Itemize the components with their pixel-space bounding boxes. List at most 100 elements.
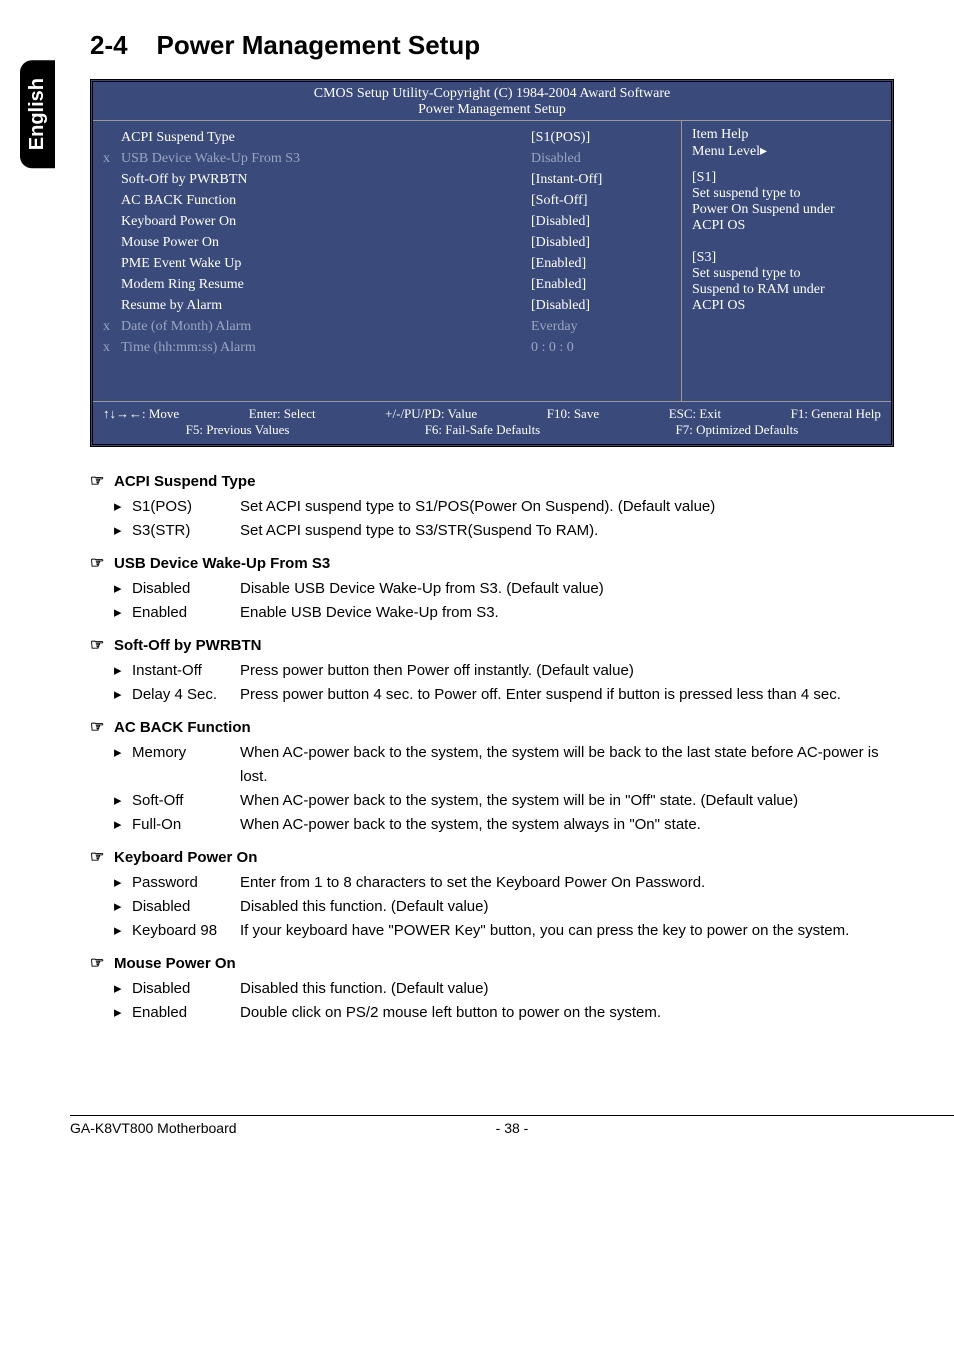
help-line: ACPI OS: [692, 218, 881, 234]
arrow-icon: ▸: [114, 895, 132, 919]
definition-desc: Double click on PS/2 mouse left button t…: [240, 1001, 894, 1025]
setting-value: [Disabled]: [531, 295, 671, 316]
definition-key: Enabled: [132, 601, 240, 625]
row-marker: [103, 295, 121, 316]
setting-value: [S1(POS)]: [531, 127, 671, 148]
row-marker: [103, 211, 121, 232]
definition-key: Soft-Off: [132, 789, 240, 813]
definition-item: ▸EnabledDouble click on PS/2 mouse left …: [114, 1001, 894, 1025]
setting-label: Time (hh:mm:ss) Alarm: [121, 337, 531, 358]
hand-icon: ☞: [90, 635, 114, 655]
definition-heading-text: USB Device Wake-Up From S3: [114, 555, 330, 572]
footer-hint: F10: Save: [547, 406, 599, 422]
bios-setting-row: Keyboard Power On[Disabled]: [103, 211, 671, 232]
definition-item: ▸Delay 4 Sec.Press power button 4 sec. t…: [114, 683, 894, 707]
arrow-icon: ▸: [114, 919, 132, 943]
setting-label: AC BACK Function: [121, 190, 531, 211]
arrow-icon: ▸: [114, 601, 132, 625]
row-marker: [103, 232, 121, 253]
definition-heading: ☞Keyboard Power On: [90, 847, 894, 867]
arrow-icon: ▸: [114, 813, 132, 837]
definition-desc: Set ACPI suspend type to S1/POS(Power On…: [240, 495, 894, 519]
help-line: Set suspend type to: [692, 186, 881, 202]
definition-desc: Disable USB Device Wake-Up from S3. (Def…: [240, 577, 894, 601]
footer-page-number: - 38 -: [365, 1120, 660, 1136]
setting-value: [Instant-Off]: [531, 169, 671, 190]
setting-label: PME Event Wake Up: [121, 253, 531, 274]
definition-heading: ☞Mouse Power On: [90, 953, 894, 973]
definition-item: ▸S3(STR)Set ACPI suspend type to S3/STR(…: [114, 519, 894, 543]
setting-label: USB Device Wake-Up From S3: [121, 148, 531, 169]
definition-desc: Press power button 4 sec. to Power off. …: [240, 683, 894, 707]
footer-hint: ↑↓→←: Move: [103, 406, 179, 422]
definition-desc: Press power button then Power off instan…: [240, 659, 894, 683]
bios-help-panel: Item Help Menu Level▸ [S1]Set suspend ty…: [681, 121, 891, 401]
setting-label: Modem Ring Resume: [121, 274, 531, 295]
help-line: [692, 234, 881, 250]
definition-desc: Set ACPI suspend type to S3/STR(Suspend …: [240, 519, 894, 543]
definition-item: ▸EnabledEnable USB Device Wake-Up from S…: [114, 601, 894, 625]
definition-item: ▸S1(POS)Set ACPI suspend type to S1/POS(…: [114, 495, 894, 519]
definition-item: ▸Instant-OffPress power button then Powe…: [114, 659, 894, 683]
definition-item: ▸MemoryWhen AC-power back to the system,…: [114, 741, 894, 789]
hand-icon: ☞: [90, 471, 114, 491]
definition-desc: When AC-power back to the system, the sy…: [240, 741, 894, 789]
footer-hint: +/-/PU/PD: Value: [385, 406, 477, 422]
definition-item: ▸DisabledDisable USB Device Wake-Up from…: [114, 577, 894, 601]
arrow-icon: ▸: [114, 977, 132, 1001]
section-heading: Power Management Setup: [156, 30, 480, 60]
help-line: [S1]: [692, 170, 881, 186]
bios-setting-row: PME Event Wake Up[Enabled]: [103, 253, 671, 274]
bios-setup-box: CMOS Setup Utility-Copyright (C) 1984-20…: [90, 79, 894, 447]
bios-setting-row: ACPI Suspend Type[S1(POS)]: [103, 127, 671, 148]
definition-key: Disabled: [132, 977, 240, 1001]
definition-key: Delay 4 Sec.: [132, 683, 240, 707]
definition-key: Memory: [132, 741, 240, 789]
definitions-list: ☞ACPI Suspend Type▸S1(POS)Set ACPI suspe…: [90, 471, 894, 1025]
arrow-icon: ▸: [114, 683, 132, 707]
definition-heading: ☞ACPI Suspend Type: [90, 471, 894, 491]
help-title: Item Help: [692, 127, 881, 143]
bios-setting-row: Soft-Off by PWRBTN[Instant-Off]: [103, 169, 671, 190]
row-marker: x: [103, 148, 121, 169]
footer-hint: F1: General Help: [791, 406, 881, 422]
setting-value: [Enabled]: [531, 253, 671, 274]
arrow-icon: ▸: [114, 495, 132, 519]
setting-label: Date (of Month) Alarm: [121, 316, 531, 337]
setting-value: Everday: [531, 316, 671, 337]
row-marker: [103, 127, 121, 148]
definition-key: Instant-Off: [132, 659, 240, 683]
definition-key: Enabled: [132, 1001, 240, 1025]
row-marker: x: [103, 337, 121, 358]
definition-key: Keyboard 98: [132, 919, 240, 943]
footer-hint: F5: Previous Values: [186, 422, 290, 438]
footer-hint: F7: Optimized Defaults: [676, 422, 799, 438]
definition-desc: Enter from 1 to 8 characters to set the …: [240, 871, 894, 895]
footer-hint: Enter: Select: [249, 406, 316, 422]
definition-heading: ☞Soft-Off by PWRBTN: [90, 635, 894, 655]
arrow-icon: ▸: [114, 789, 132, 813]
definition-key: Disabled: [132, 895, 240, 919]
row-marker: x: [103, 316, 121, 337]
definition-item: ▸DisabledDisabled this function. (Defaul…: [114, 895, 894, 919]
arrow-icon: ▸: [114, 659, 132, 683]
help-line: [S3]: [692, 250, 881, 266]
section-title: 2-4 Power Management Setup: [90, 30, 894, 61]
definition-key: Password: [132, 871, 240, 895]
bios-setting-row: Mouse Power On[Disabled]: [103, 232, 671, 253]
bios-setting-row: AC BACK Function[Soft-Off]: [103, 190, 671, 211]
definition-key: S1(POS): [132, 495, 240, 519]
bios-screen-title: Power Management Setup: [93, 102, 891, 118]
definition-key: Full-On: [132, 813, 240, 837]
definition-key: Disabled: [132, 577, 240, 601]
definition-item: ▸Soft-OffWhen AC-power back to the syste…: [114, 789, 894, 813]
setting-label: ACPI Suspend Type: [121, 127, 531, 148]
setting-value: Disabled: [531, 148, 671, 169]
bios-settings-list: ACPI Suspend Type[S1(POS)]xUSB Device Wa…: [93, 121, 681, 401]
definition-item: ▸Full-OnWhen AC-power back to the system…: [114, 813, 894, 837]
arrow-icon: ▸: [114, 741, 132, 789]
bios-setting-row: Modem Ring Resume[Enabled]: [103, 274, 671, 295]
bios-header: CMOS Setup Utility-Copyright (C) 1984-20…: [93, 82, 891, 121]
row-marker: [103, 190, 121, 211]
hand-icon: ☞: [90, 953, 114, 973]
